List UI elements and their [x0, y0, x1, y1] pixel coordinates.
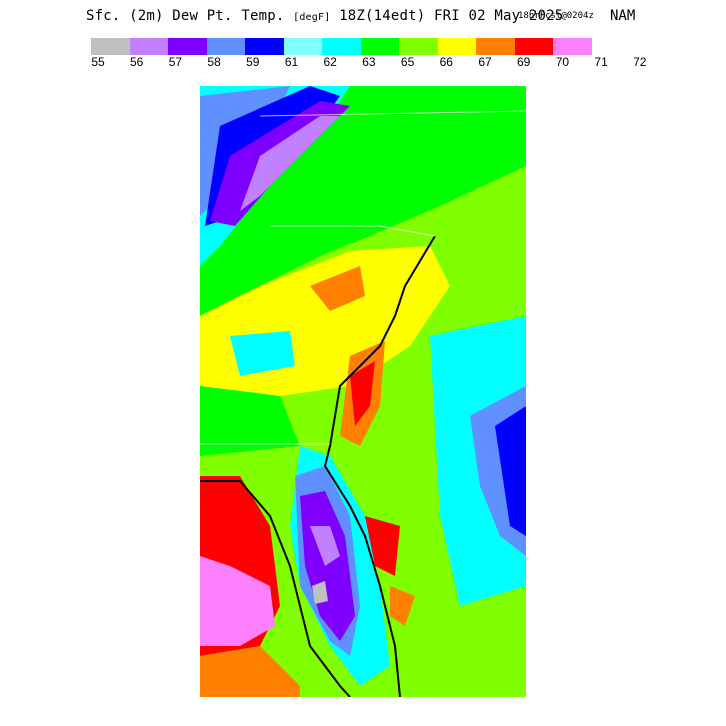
gulf-coastline: [200, 480, 351, 697]
region-deepblue-east: [495, 406, 526, 536]
atlantic-coastline: [323, 235, 436, 697]
forecast-info: 18hrFcst@0204z: [518, 11, 594, 21]
legend-swatch: [437, 38, 476, 55]
legend-tick-label: 55: [91, 55, 105, 69]
legend-tick-labels: 55 56 57 58 59 61 62 63 65 66 67 69 70 71 72: [0, 55, 726, 73]
legend-tick-label: 72: [633, 55, 647, 69]
region-green-west: [200, 386, 300, 456]
region-red-fl-east: [365, 516, 400, 576]
legend-swatch: [206, 38, 245, 55]
legend-tick-label: 67: [478, 55, 492, 69]
color-legend: [91, 38, 592, 55]
legend-tick-label: 63: [362, 55, 376, 69]
legend-swatch: [322, 38, 361, 55]
legend-swatch: [91, 38, 130, 55]
legend-swatch: [476, 38, 515, 55]
legend-swatch: [553, 38, 592, 55]
region-gray-peninsula: [312, 581, 328, 604]
legend-swatch: [245, 38, 284, 55]
legend-swatch: [168, 38, 207, 55]
legend-tick-label: 57: [168, 55, 183, 69]
chart-title: Sfc. (2m) Dew Pt. Temp. [degF] 18Z(14edt…: [0, 8, 726, 28]
region-cyan-west: [230, 331, 295, 376]
dew-point-map: [200, 86, 526, 697]
legend-swatch: [129, 38, 168, 55]
legend-swatch: [283, 38, 322, 55]
region-orange-central: [310, 266, 365, 311]
legend-tick-label: 56: [130, 55, 144, 69]
region-orange-south: [200, 646, 300, 697]
legend-tick-label: 61: [284, 55, 299, 69]
region-pink-gulf: [200, 556, 275, 646]
legend-tick-label: 59: [246, 55, 260, 69]
legend-tick-label: 69: [517, 55, 531, 69]
legend-tick-label: 71: [594, 55, 608, 69]
legend-tick-label: 62: [323, 55, 337, 69]
legend-tick-label: 65: [400, 55, 415, 69]
state-border: [259, 110, 526, 117]
region-lavender-peninsula: [310, 526, 340, 566]
state-border: [270, 225, 436, 237]
map-svg: [200, 86, 526, 697]
legend-swatch: [514, 38, 553, 55]
legend-swatch: [360, 38, 399, 55]
region-red-coast: [350, 361, 375, 426]
region-orange-fl-east: [390, 586, 415, 626]
legend-tick-label: 66: [439, 55, 453, 69]
region-lavender-nw: [240, 116, 340, 211]
title-text: Sfc. (2m) Dew Pt. Temp. [degF] 18Z(14edt…: [86, 8, 564, 24]
model-name: NAM: [610, 8, 636, 24]
legend-tick-label: 58: [207, 55, 221, 69]
legend-tick-label: 70: [555, 55, 570, 69]
legend-swatch: [399, 38, 438, 55]
